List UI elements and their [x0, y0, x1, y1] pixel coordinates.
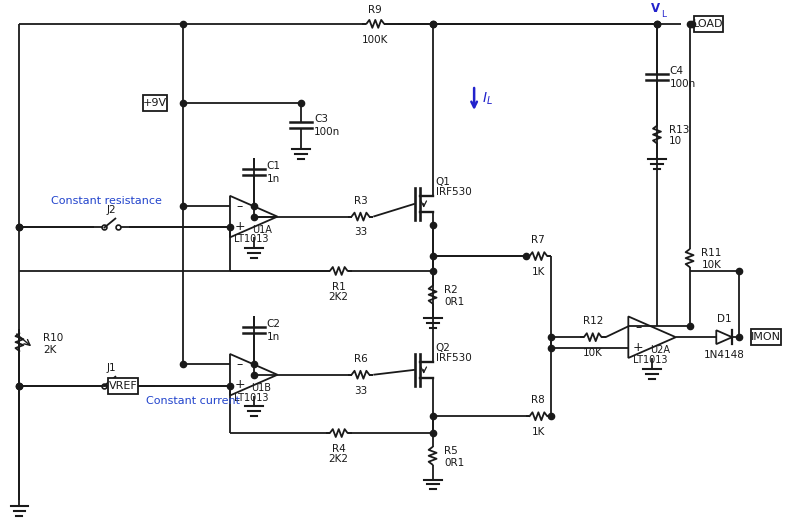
Text: –: – [237, 358, 243, 372]
Text: LT1013: LT1013 [633, 355, 667, 365]
Text: C3: C3 [314, 114, 328, 124]
Text: 10: 10 [669, 136, 682, 147]
FancyBboxPatch shape [109, 378, 138, 394]
Text: R9: R9 [368, 5, 382, 15]
Text: LT1013: LT1013 [234, 234, 269, 244]
Text: 33: 33 [354, 227, 367, 237]
Text: 2K2: 2K2 [328, 292, 348, 302]
Text: 10K: 10K [702, 260, 721, 270]
Text: U1B: U1B [252, 383, 272, 392]
Text: L: L [661, 10, 666, 19]
Text: C4: C4 [670, 67, 684, 77]
Text: D1: D1 [717, 314, 732, 324]
Text: R11: R11 [702, 248, 721, 258]
Text: VREF: VREF [109, 380, 137, 390]
Text: 2K: 2K [43, 345, 57, 355]
Text: R4: R4 [332, 444, 346, 454]
FancyBboxPatch shape [751, 329, 781, 345]
Text: –: – [237, 200, 243, 213]
Text: 100n: 100n [670, 79, 696, 89]
Text: 1K: 1K [531, 427, 545, 437]
Text: R8: R8 [531, 396, 545, 406]
Text: IRF530: IRF530 [435, 187, 471, 197]
Text: 0R1: 0R1 [444, 297, 465, 307]
Text: Constant resistance: Constant resistance [51, 196, 162, 206]
Text: U2A: U2A [650, 345, 670, 355]
Text: IMON: IMON [751, 332, 781, 342]
Text: J1: J1 [106, 363, 116, 373]
Text: R12: R12 [582, 316, 603, 326]
Text: 100n: 100n [314, 127, 340, 137]
Text: R2: R2 [444, 285, 458, 294]
Text: 2K2: 2K2 [328, 454, 348, 464]
Text: U1A: U1A [252, 224, 272, 235]
Text: C2: C2 [267, 319, 280, 330]
Text: –: – [635, 321, 642, 334]
Text: +: + [633, 341, 643, 354]
Text: IRF530: IRF530 [435, 353, 471, 363]
Text: +: + [235, 220, 245, 233]
Text: R7: R7 [531, 235, 545, 245]
Text: LOAD: LOAD [693, 19, 724, 29]
FancyBboxPatch shape [694, 16, 723, 32]
Text: 33: 33 [354, 386, 367, 396]
Text: $I_L$: $I_L$ [482, 91, 493, 107]
Text: 1n: 1n [267, 174, 280, 184]
Text: C1: C1 [267, 161, 280, 171]
Text: +9V: +9V [143, 98, 167, 108]
Text: V: V [650, 2, 659, 15]
FancyBboxPatch shape [143, 95, 167, 111]
Text: J2: J2 [106, 205, 116, 215]
Text: R10: R10 [43, 333, 63, 343]
Text: R13: R13 [669, 125, 690, 135]
Text: R1: R1 [332, 282, 346, 292]
Text: LT1013: LT1013 [234, 392, 269, 402]
Text: R3: R3 [354, 196, 368, 206]
Text: 1K: 1K [531, 267, 545, 277]
Text: 10K: 10K [582, 348, 602, 358]
Text: R5: R5 [444, 446, 458, 456]
Text: +: + [235, 378, 245, 391]
Text: Q1: Q1 [435, 177, 451, 187]
Text: 1N4148: 1N4148 [704, 350, 745, 360]
Text: Q2: Q2 [435, 343, 451, 353]
Text: 0R1: 0R1 [444, 458, 465, 468]
Text: R6: R6 [354, 354, 368, 364]
Text: Constant current: Constant current [146, 396, 240, 406]
Text: 100K: 100K [362, 35, 388, 45]
Text: 1n: 1n [267, 332, 280, 342]
